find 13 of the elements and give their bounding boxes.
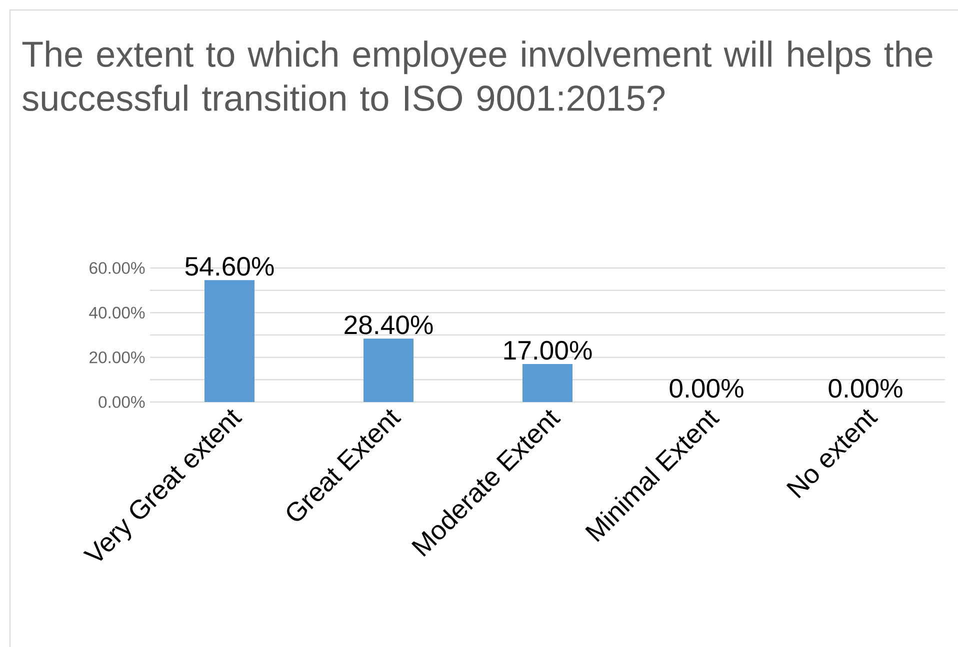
data-label: 0.00% [670, 378, 744, 398]
chart-title: The extent to which employee involvement will helps the successful transition to ISO 9001:2015? [22, 40, 932, 112]
bar [363, 338, 414, 402]
bar [204, 280, 254, 402]
data-label: 54.60% [185, 256, 274, 276]
y-tick-label: 60.00% [90, 262, 145, 274]
data-label: 28.40% [344, 315, 433, 334]
data-label: 0.00% [828, 378, 902, 398]
y-tick-label: 20.00% [90, 351, 145, 364]
data-label: 17.00% [504, 340, 592, 360]
y-tick-label: 40.00% [89, 306, 145, 319]
bar [522, 364, 572, 402]
y-tick-label: 0.00% [98, 396, 145, 408]
